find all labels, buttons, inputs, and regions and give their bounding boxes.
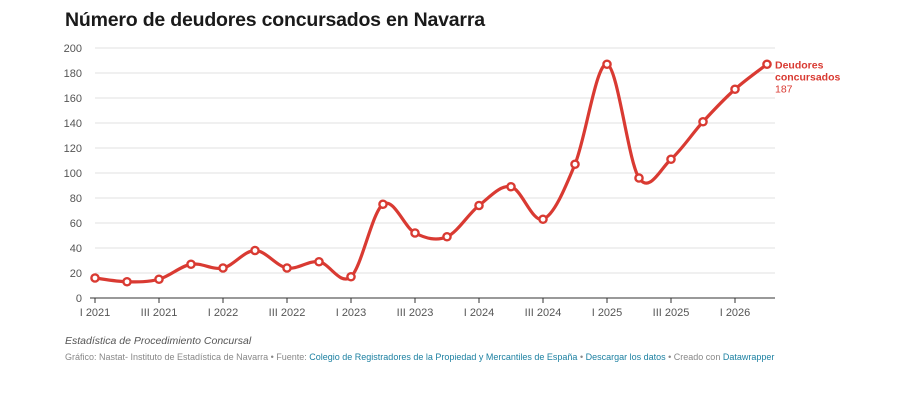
x-tick-label: III 2021 (141, 307, 178, 319)
x-tick-label: I 2026 (720, 307, 751, 319)
data-point (730, 84, 740, 95)
data-point (762, 59, 772, 70)
y-tick-label: 100 (64, 168, 82, 180)
footer-credits: Gráfico: Nastat- Instituto de Estadístic… (65, 352, 774, 362)
y-tick-label: 120 (64, 143, 82, 155)
download-data-link[interactable]: Descargar los datos (585, 352, 666, 362)
data-point (442, 231, 452, 242)
footer-separator: • (577, 352, 586, 362)
x-tick-label: I 2023 (336, 307, 367, 319)
datawrapper-link[interactable]: Datawrapper (722, 352, 775, 362)
y-tick-label: 140 (64, 118, 82, 130)
y-axis-tick-labels: 0 20 40 60 80 100 120 140 160 180 200 (64, 43, 82, 305)
data-point (506, 181, 516, 192)
end-label-value: 187 (775, 83, 793, 95)
data-point (218, 263, 228, 273)
y-tick-label: 200 (64, 43, 82, 55)
x-tick-label: I 2024 (464, 307, 495, 319)
data-point (634, 173, 644, 183)
data-point (538, 214, 548, 225)
end-label-name: Deudores (775, 59, 824, 71)
data-point (250, 245, 260, 256)
y-tick-label: 160 (64, 93, 82, 105)
data-point (314, 256, 324, 267)
y-tick-label: 60 (70, 218, 82, 230)
x-tick-label: I 2021 (80, 307, 111, 319)
data-point (570, 159, 580, 170)
data-point (474, 200, 484, 211)
y-tick-label: 80 (70, 193, 82, 205)
x-axis: I 2021 III 2021 I 2022 III 2022 I 2023 III 20… (80, 297, 775, 319)
data-point (186, 259, 196, 270)
y-tick-label: 20 (70, 268, 82, 280)
source-note: Estadística de Procedimiento Concursal (65, 335, 252, 347)
data-point (378, 199, 388, 210)
data-point (90, 273, 100, 283)
y-tick-label: 40 (70, 243, 82, 255)
x-tick-label: III 2023 (397, 307, 434, 319)
source-link[interactable]: Colegio de Registradores de la Propiedad… (309, 352, 578, 362)
gridlines (95, 47, 775, 274)
x-tick-label: I 2022 (208, 307, 239, 319)
data-point (122, 276, 132, 287)
line-chart: 0 20 40 60 80 100 120 140 160 180 200 I 2021 III 20… (64, 43, 841, 319)
x-tick-label: III 2024 (525, 307, 562, 319)
series-line-group (90, 59, 772, 287)
end-label-name: concursados (775, 71, 841, 83)
data-point (698, 116, 708, 127)
x-tick-label: I 2025 (592, 307, 623, 319)
chart-title: Número de deudores concursados en Navarr… (65, 9, 485, 31)
x-tick-label: III 2025 (653, 307, 690, 319)
data-point (602, 59, 612, 70)
data-point (410, 228, 420, 238)
y-tick-label: 180 (64, 68, 82, 80)
footer-prefix: Gráfico: Nastat- Instituto de Estadístic… (65, 352, 310, 362)
y-tick-label: 0 (76, 293, 82, 305)
data-point (154, 274, 164, 285)
data-point (282, 263, 292, 273)
data-point (666, 154, 676, 165)
data-point (346, 271, 356, 282)
footer-created-with: • Creado con (665, 352, 723, 362)
x-tick-label: III 2022 (269, 307, 306, 319)
